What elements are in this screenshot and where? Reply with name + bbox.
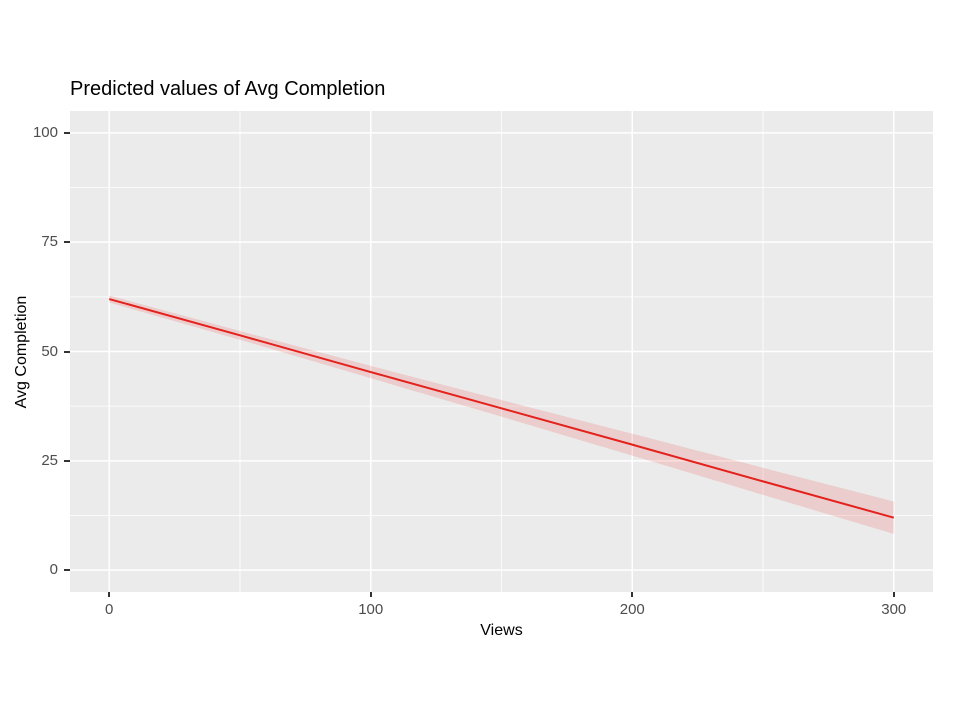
x-tick-label: 0 [105, 601, 114, 618]
x-tick-label: 100 [358, 601, 384, 618]
x-tick-mark [631, 592, 634, 597]
plot-panel [70, 111, 933, 592]
x-tick-mark [892, 592, 895, 597]
y-tick-mark [64, 569, 70, 572]
x-tick-mark [369, 592, 372, 597]
regression-line [108, 298, 895, 519]
chart-title: Predicted values of Avg Completion [70, 78, 386, 100]
y-tick-mark [64, 241, 70, 244]
x-tick-label: 300 [881, 601, 907, 618]
y-tick-label: 75 [41, 233, 58, 251]
confidence-ribbon [109, 295, 894, 534]
y-tick-mark [64, 459, 70, 462]
x-axis-title: Views [480, 622, 523, 639]
y-tick-label: 0 [49, 561, 58, 579]
x-tick-label: 200 [619, 601, 645, 618]
y-tick-mark [64, 350, 70, 353]
y-tick-label: 100 [32, 123, 58, 141]
y-tick-label: 25 [41, 451, 58, 469]
y-tick-label: 50 [41, 342, 58, 360]
y-tick-mark [64, 131, 70, 134]
x-tick-mark [108, 592, 111, 597]
